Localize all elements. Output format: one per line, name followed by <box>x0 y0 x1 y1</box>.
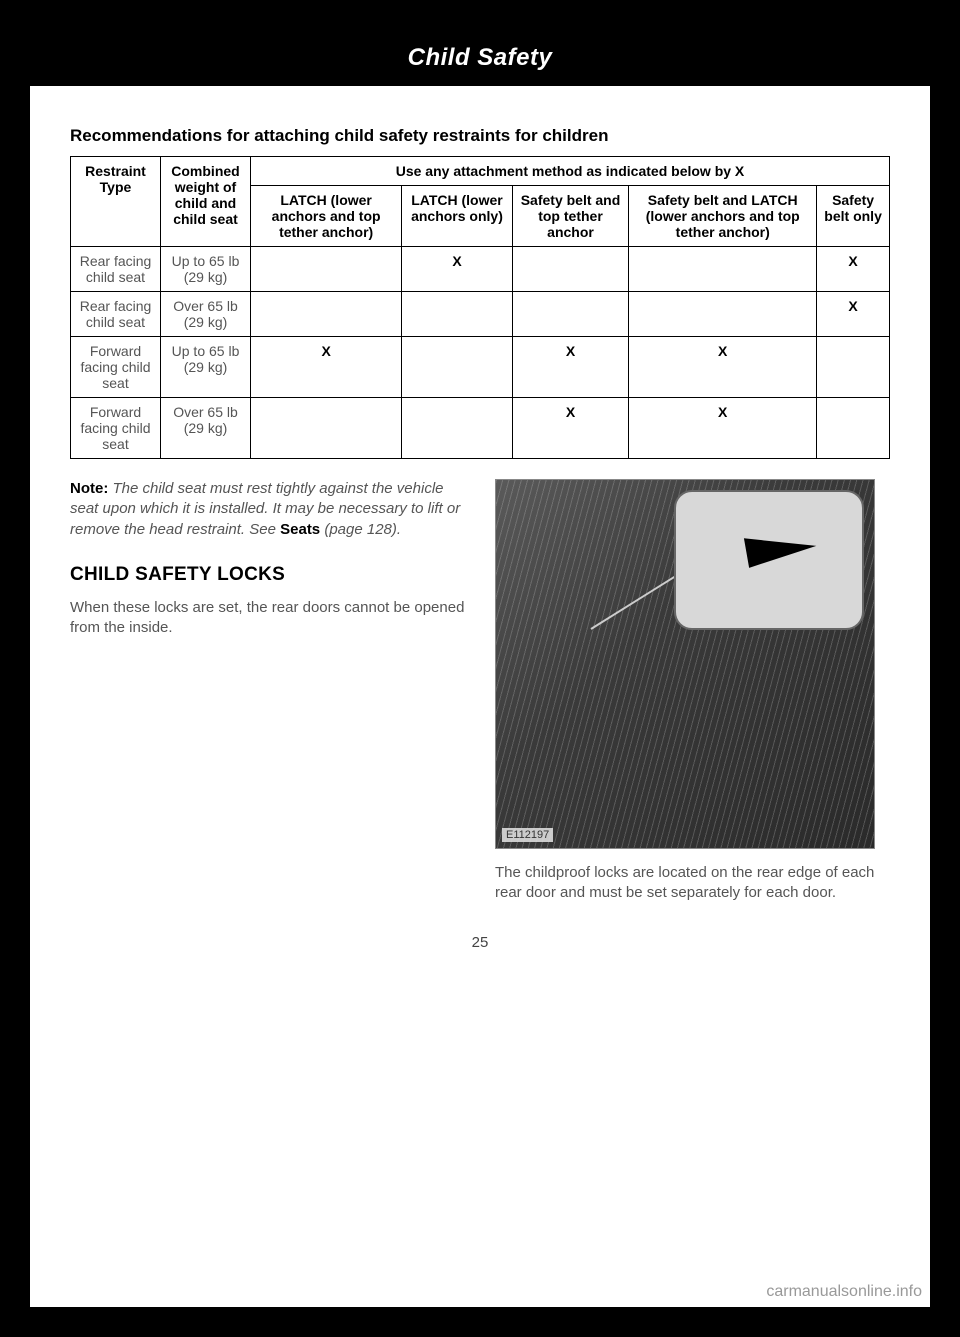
two-column-layout: Note: The child seat must rest tightly a… <box>70 479 890 904</box>
cell-c5 <box>817 337 890 398</box>
table-row: Rear facing child seat Up to 65 lb (29 k… <box>71 247 890 292</box>
header-title: Child Safety <box>408 44 553 71</box>
image-reference-label: E112197 <box>502 828 553 842</box>
th-belt-latch: Safety belt and LATCH (lower anchors and… <box>629 186 817 247</box>
cell-weight: Up to 65 lb (29 kg) <box>161 337 251 398</box>
left-column: Note: The child seat must rest tightly a… <box>70 479 465 904</box>
th-restraint-type: Restraint Type <box>71 157 161 247</box>
cell-c2 <box>402 398 512 459</box>
cell-c4: X <box>629 398 817 459</box>
cell-c4 <box>629 292 817 337</box>
th-use-any: Use any attachment method as indicated b… <box>251 157 890 186</box>
cell-weight: Up to 65 lb (29 kg) <box>161 247 251 292</box>
inset-detail <box>674 490 864 630</box>
cell-c3 <box>512 247 629 292</box>
cell-c1 <box>251 398 402 459</box>
cell-c3: X <box>512 337 629 398</box>
th-belt-only: Safety belt only <box>817 186 890 247</box>
child-lock-illustration: E112197 <box>495 479 875 849</box>
cell-c5 <box>817 398 890 459</box>
th-belt-tether: Safety belt and top tether anchor <box>512 186 629 247</box>
cell-type: Forward facing child seat <box>71 337 161 398</box>
th-latch-lower: LATCH (lower anchors only) <box>402 186 512 247</box>
page-content: Recommendations for attaching child safe… <box>30 86 930 924</box>
cell-c2: X <box>402 247 512 292</box>
restraint-table: Restraint Type Combined weight of child … <box>70 156 890 459</box>
th-combined-weight: Combined weight of child and child seat <box>161 157 251 247</box>
child-safety-locks-heading: CHILD SAFETY LOCKS <box>70 564 465 586</box>
page-header: Child Safety <box>30 30 930 86</box>
table-row: Forward facing child seat Over 65 lb (29… <box>71 398 890 459</box>
section-title: Recommendations for attaching child safe… <box>70 126 890 146</box>
cell-c5: X <box>817 247 890 292</box>
cell-weight: Over 65 lb (29 kg) <box>161 292 251 337</box>
page-container: Child Safety Recommendations for attachi… <box>30 30 930 1307</box>
cell-c1: X <box>251 337 402 398</box>
cell-type: Forward facing child seat <box>71 398 161 459</box>
cell-c1 <box>251 292 402 337</box>
note-seats-ref: Seats <box>280 521 320 538</box>
image-caption: The childproof locks are located on the … <box>495 863 890 904</box>
cell-type: Rear facing child seat <box>71 247 161 292</box>
table-row: Rear facing child seat Over 65 lb (29 kg… <box>71 292 890 337</box>
watermark: carmanualsonline.info <box>766 1283 922 1301</box>
page-number: 25 <box>30 924 930 971</box>
th-latch-full: LATCH (lower anchors and top tether anch… <box>251 186 402 247</box>
cell-c1 <box>251 247 402 292</box>
cell-c4 <box>629 247 817 292</box>
cell-type: Rear facing child seat <box>71 292 161 337</box>
note-text-2: (page 128). <box>320 521 401 538</box>
right-column: E112197 The childproof locks are located… <box>495 479 890 904</box>
note-text-1: The child seat must rest tightly against… <box>70 480 460 538</box>
cell-c2 <box>402 337 512 398</box>
cell-c3 <box>512 292 629 337</box>
cell-weight: Over 65 lb (29 kg) <box>161 398 251 459</box>
note-label: Note: <box>70 480 108 497</box>
cell-c4: X <box>629 337 817 398</box>
table-row: Forward facing child seat Up to 65 lb (2… <box>71 337 890 398</box>
cell-c3: X <box>512 398 629 459</box>
locks-paragraph: When these locks are set, the rear doors… <box>70 598 465 639</box>
cell-c2 <box>402 292 512 337</box>
note-paragraph: Note: The child seat must rest tightly a… <box>70 479 465 540</box>
cell-c5: X <box>817 292 890 337</box>
